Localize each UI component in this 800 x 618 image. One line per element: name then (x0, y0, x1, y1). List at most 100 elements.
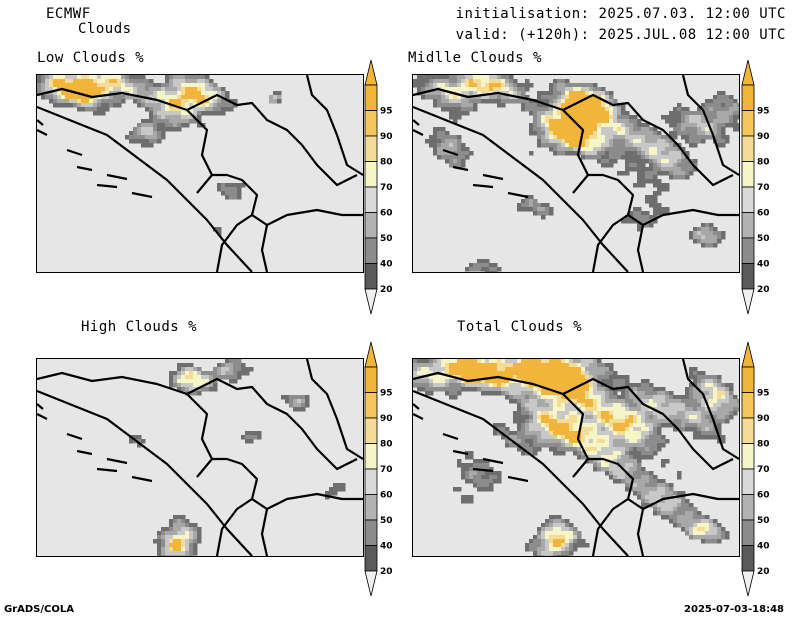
cloud-field (129, 359, 346, 556)
colorbar-tick-label: 50 (757, 516, 770, 526)
model-name: ECMWF (46, 6, 91, 22)
colorbar-high: 95 90 80 70 60 50 40 20 (364, 341, 404, 597)
country-borders (37, 359, 363, 556)
panel-title-low: Low Clouds % (37, 50, 145, 66)
colorbar-arrow-top (741, 341, 755, 368)
colorbar-segment (364, 545, 378, 572)
colorbar-tick-label: 90 (757, 414, 770, 424)
colorbar-low: 95 90 80 70 60 50 40 20 (364, 59, 404, 315)
colorbar-tick-label: 90 (380, 414, 393, 424)
map-panel-total (412, 358, 740, 557)
colorbar-segment (364, 186, 378, 213)
middle-clouds-map (413, 75, 739, 272)
colorbar-segment (741, 212, 755, 239)
colorbar-segment (741, 84, 755, 111)
colorbar-segment (741, 519, 755, 546)
colorbar-tick-label: 80 (380, 440, 393, 450)
colorbar-tick-label: 70 (757, 465, 770, 475)
colorbar-tick-label: 80 (757, 440, 770, 450)
colorbar-tick-label: 60 (380, 209, 393, 219)
cloud-field (413, 75, 739, 272)
colorbar-tick-label: 50 (757, 234, 770, 244)
colorbar-tick-label: 60 (380, 491, 393, 501)
colorbar-tick-label: 20 (757, 285, 770, 295)
colorbar-arrow-top (741, 59, 755, 86)
colorbar-tick-label: 70 (757, 183, 770, 193)
colorbar-tick-label: 40 (757, 542, 770, 552)
colorbar-segment (741, 494, 755, 521)
colorbar-tick-label: 40 (380, 260, 393, 270)
map-panel-high (36, 358, 364, 557)
colorbar-tick-label: 60 (757, 209, 770, 219)
colorbar-tick-label: 70 (380, 465, 393, 475)
colorbar-segment (741, 392, 755, 419)
total-clouds-map (413, 359, 739, 556)
panel-title-middle: Midlle Clouds % (408, 50, 542, 66)
colorbar-tick-label: 95 (380, 389, 393, 399)
colorbar-tick-label: 95 (757, 107, 770, 117)
colorbar-tick-label: 90 (757, 132, 770, 142)
colorbar-segment (364, 110, 378, 137)
product-name: Clouds (78, 21, 132, 37)
colorbar-segment (741, 263, 755, 290)
colorbar-segment (364, 494, 378, 521)
panel-title-total: Total Clouds % (457, 319, 583, 335)
valid-time: valid: (+120h): 2025.JUL.08 12:00 UTC (455, 27, 786, 43)
colorbar-segment (364, 519, 378, 546)
colorbar-arrow-top (364, 341, 378, 368)
colorbar-segment (364, 468, 378, 495)
colorbar-tick-label: 90 (380, 132, 393, 142)
colorbar-tick-label: 20 (380, 285, 393, 295)
colorbar-segment (741, 468, 755, 495)
footer-left: GrADS/COLA (4, 604, 74, 615)
colorbar-tick-label: 95 (757, 389, 770, 399)
init-time: initialisation: 2025.07.03. 12:00 UTC (455, 6, 786, 22)
colorbar-tick-label: 80 (380, 158, 393, 168)
map-panel-middle (412, 74, 740, 273)
colorbar-segment (364, 443, 378, 470)
low-clouds-map (37, 75, 363, 272)
colorbar-segment (364, 135, 378, 162)
colorbar-segment (741, 545, 755, 572)
colorbar-arrow-bottom (364, 570, 378, 597)
colorbar-segment (364, 84, 378, 111)
colorbar-segment (364, 263, 378, 290)
map-panel-low (36, 74, 364, 273)
colorbar-arrow-bottom (741, 288, 755, 315)
footer-right: 2025-07-03-18:48 (684, 604, 784, 615)
colorbar-arrow-top (364, 59, 378, 86)
colorbar-segment (741, 443, 755, 470)
colorbar-arrow-bottom (364, 288, 378, 315)
country-borders (37, 75, 363, 272)
cloud-field (37, 75, 282, 236)
colorbar-tick-label: 50 (380, 516, 393, 526)
colorbar-segment (364, 366, 378, 393)
colorbar-segment (364, 392, 378, 419)
colorbar-segment (364, 161, 378, 188)
panel-title-high: High Clouds % (81, 319, 198, 335)
colorbar-total: 95 90 80 70 60 50 40 20 (741, 341, 781, 597)
colorbar-segment (364, 212, 378, 239)
colorbar-segment (741, 417, 755, 444)
colorbar-tick-label: 40 (380, 542, 393, 552)
colorbar-segment (364, 237, 378, 264)
colorbar-segment (741, 110, 755, 137)
country-borders (413, 359, 739, 556)
colorbar-tick-label: 95 (380, 107, 393, 117)
colorbar-segment (741, 135, 755, 162)
colorbar-tick-label: 20 (380, 567, 393, 577)
colorbar-segment (741, 186, 755, 213)
colorbar-tick-label: 40 (757, 260, 770, 270)
colorbar-segment (741, 161, 755, 188)
country-borders (413, 75, 739, 272)
colorbar-tick-label: 70 (380, 183, 393, 193)
cloud-field (413, 359, 739, 556)
colorbar-tick-label: 60 (757, 491, 770, 501)
colorbar-tick-label: 20 (757, 567, 770, 577)
colorbar-tick-label: 50 (380, 234, 393, 244)
colorbar-tick-label: 80 (757, 158, 770, 168)
colorbar-arrow-bottom (741, 570, 755, 597)
colorbar-segment (741, 237, 755, 264)
colorbar-segment (364, 417, 378, 444)
colorbar-segment (741, 366, 755, 393)
